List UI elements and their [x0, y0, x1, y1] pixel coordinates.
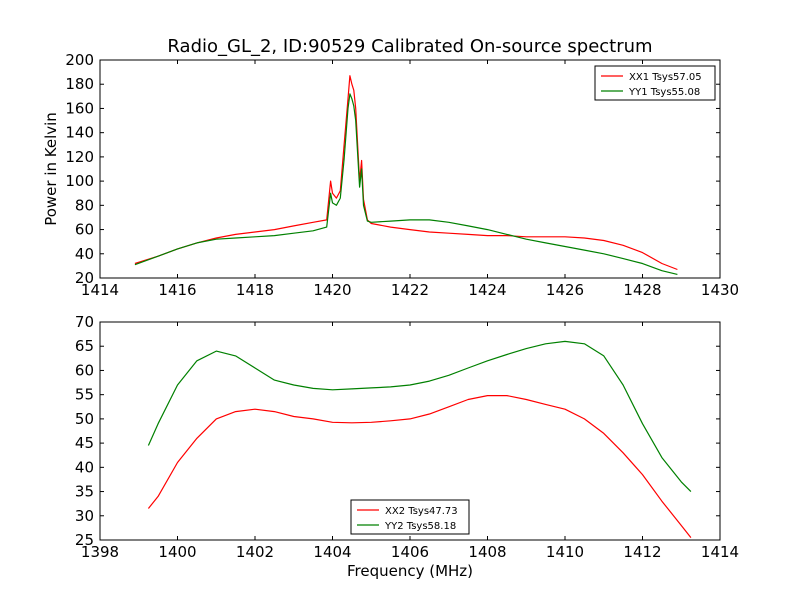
y-tick-label: 70: [75, 313, 94, 331]
x-tick-label: 1414: [701, 543, 739, 561]
y-tick-label: 160: [65, 99, 94, 117]
y-tick-label: 120: [65, 148, 94, 166]
y-tick-label: 25: [75, 531, 94, 549]
y-tick-label: 40: [75, 245, 94, 263]
y-axis-label: Power in Kelvin: [42, 112, 60, 226]
series-line-xx2: [147, 395, 692, 538]
x-tick-label: 1414: [81, 281, 119, 299]
y-tick-label: 60: [75, 361, 94, 379]
x-tick-label: 1428: [623, 281, 661, 299]
x-tick-label: 1410: [546, 543, 584, 561]
x-tick-label: 1406: [391, 543, 429, 561]
y-tick-label: 35: [75, 483, 94, 501]
legend-box: [594, 65, 716, 101]
legend-label: YY1 Tsys55.08: [628, 87, 700, 98]
y-tick-label: 45: [75, 434, 94, 452]
y-tick-label: 80: [75, 196, 94, 214]
x-tick-label: 1408: [468, 543, 506, 561]
x-tick-label: 1412: [623, 543, 661, 561]
y-tick-label: 180: [65, 75, 94, 93]
x-tick-label: 1402: [236, 543, 274, 561]
y-tick-label: 30: [75, 507, 94, 525]
y-tick-label: 140: [65, 124, 94, 142]
x-tick-label: 1404: [313, 543, 351, 561]
y-tick-label: 60: [75, 221, 94, 239]
y-tick-label: 50: [75, 410, 94, 428]
legend-label: XX1 Tsys57.05: [629, 72, 702, 83]
x-axis-label: Frequency (MHz): [347, 562, 473, 580]
x-tick-label: 1400: [158, 543, 196, 561]
x-tick-label: 1418: [236, 281, 274, 299]
x-tick-label: 1424: [468, 281, 506, 299]
legend-box: [350, 499, 470, 535]
y-tick-label: 100: [65, 172, 94, 190]
x-tick-label: 1430: [701, 281, 739, 299]
series-line-yy2: [147, 340, 692, 493]
y-tick-label: 40: [75, 458, 94, 476]
y-tick-label: 65: [75, 337, 94, 355]
y-tick-label: 200: [65, 51, 94, 69]
legend-label: XX2 Tsys47.73: [385, 506, 458, 517]
x-tick-label: 1398: [81, 543, 119, 561]
x-tick-label: 1416: [158, 281, 196, 299]
chart-title: Radio_GL_2, ID:90529 Calibrated On-sourc…: [167, 36, 652, 57]
legend-label: YY2 Tsys58.18: [384, 521, 456, 532]
series-line-yy1: [134, 93, 678, 275]
series-line-xx1: [134, 75, 678, 271]
x-tick-label: 1426: [546, 281, 584, 299]
y-tick-label: 20: [75, 269, 94, 287]
y-tick-label: 55: [75, 386, 94, 404]
x-tick-label: 1420: [313, 281, 351, 299]
x-tick-label: 1422: [391, 281, 429, 299]
